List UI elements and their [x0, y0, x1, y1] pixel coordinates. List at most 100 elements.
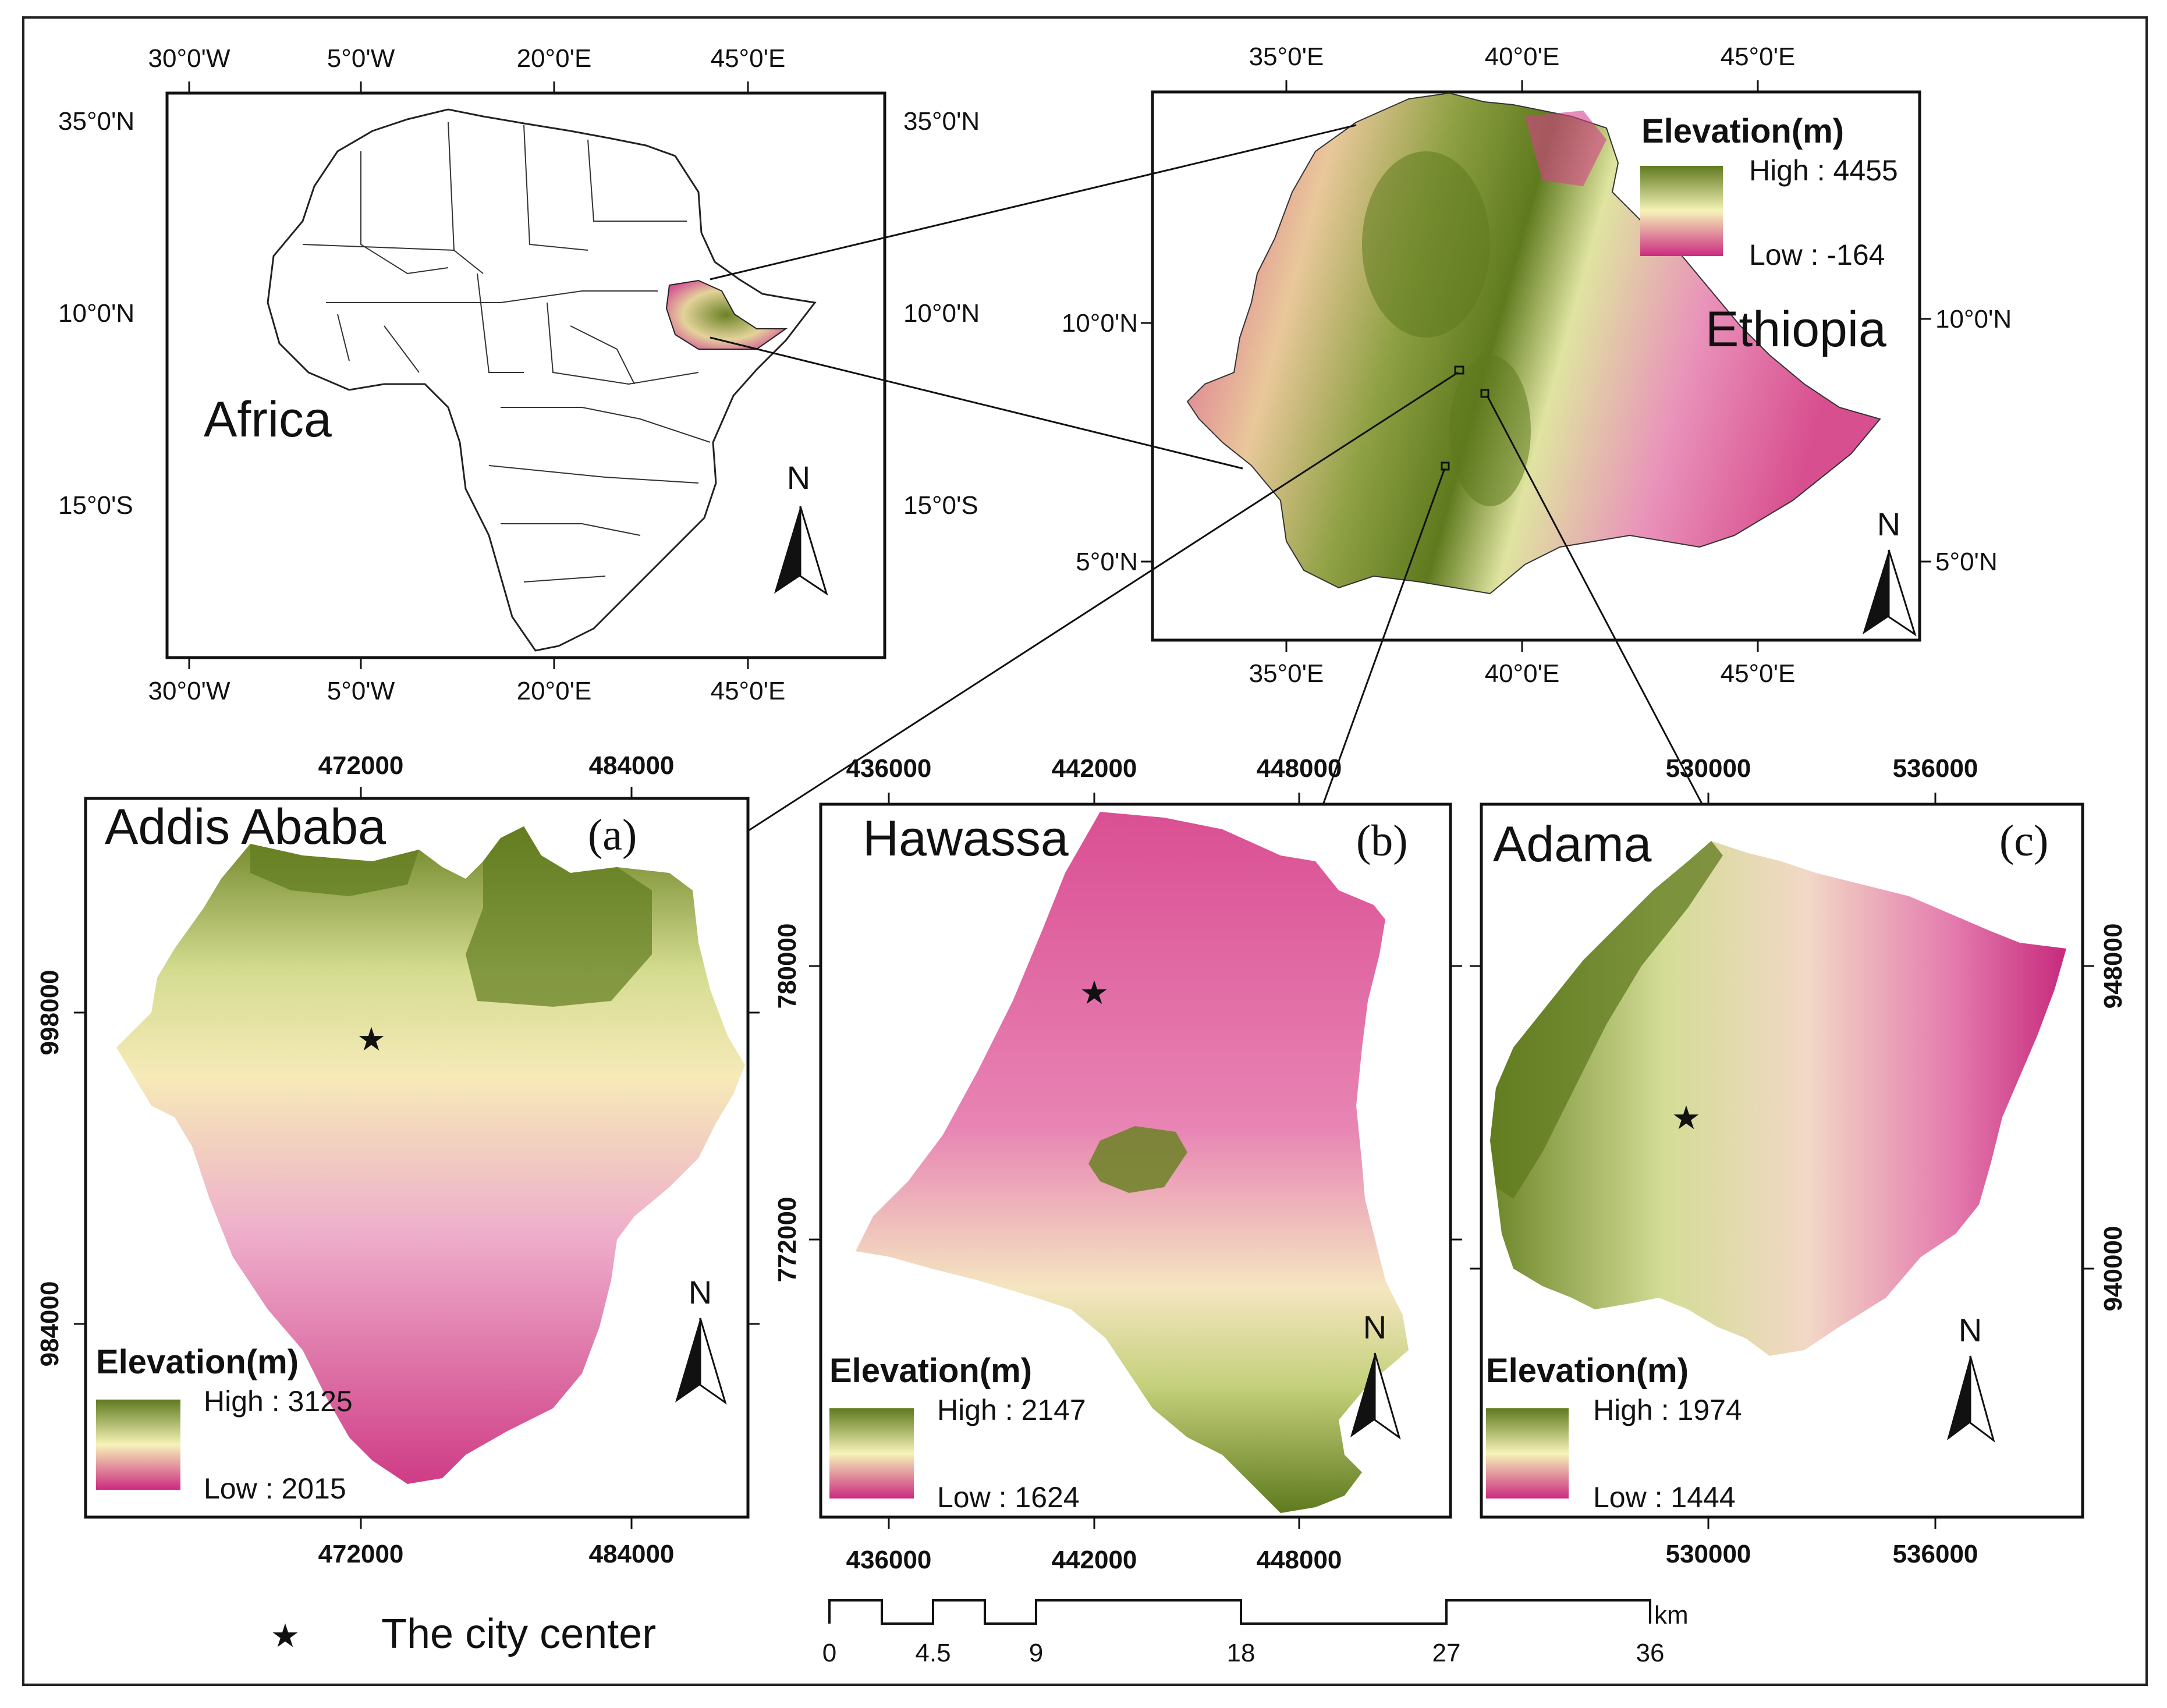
africa-bottom-tick: 45°0'E [711, 677, 786, 705]
hawassa-left-tick: 772000 [773, 1197, 801, 1283]
svg-text:N: N [1363, 1309, 1386, 1345]
ethiopia-panel: 35°0'E 40°0'E 45°0'E 35°0'E 40°0'E 45°0'… [1062, 42, 2012, 688]
africa-continent [267, 108, 817, 652]
legend-title: Elevation(m) [1486, 1352, 1689, 1390]
adama-top-tick: 536000 [1893, 754, 1978, 783]
scale-label: 4.5 [915, 1639, 950, 1667]
hawassa-bottom-tick: 436000 [846, 1546, 932, 1574]
ethiopia-highlands [1362, 151, 1531, 506]
hawassa-top-tick: 436000 [846, 754, 932, 783]
ethiopia-right-tick: 5°0'N [1935, 548, 1998, 576]
africa-right-tick: 35°0'N [903, 107, 980, 136]
ethiopia-dem [1186, 92, 1881, 595]
ethiopia-legend: Elevation(m) High : 4455 Low : -164 [1640, 112, 1898, 271]
hawassa-panel: ★ 436000 442000 448000 436000 442000 448… [773, 754, 1462, 1574]
hawassa-top-tick: 442000 [1052, 754, 1137, 783]
africa-top-tick: 30°0'W [148, 44, 230, 73]
hawassa-legend: Elevation(m) High : 2147 Low : 1624 [829, 1352, 1086, 1514]
addis-north-arrow: N [675, 1274, 727, 1405]
hawassa-lake-hill [1088, 1126, 1187, 1193]
scale-label: 36 [1636, 1639, 1665, 1667]
ethiopia-left-tick: 10°0'N [1062, 309, 1138, 338]
scale-unit: km [1654, 1601, 1689, 1629]
hawassa-name: Hawassa [863, 811, 1069, 867]
legend-ramp [96, 1400, 180, 1490]
addis-northern-ridges [250, 826, 652, 1007]
ethiopia-bottom-tick: 35°0'E [1249, 659, 1324, 688]
connector-lines [669, 124, 1721, 883]
africa-top-tick: 5°0'W [327, 44, 395, 73]
legend-high: High : 2147 [937, 1394, 1086, 1426]
city-locations [1441, 365, 1489, 471]
ethiopia-danakil [1525, 111, 1606, 186]
adama-western-escarpment [1490, 841, 1723, 1199]
africa-bottom-tick: 20°0'E [517, 677, 592, 705]
addis-ticks [74, 787, 760, 1529]
addis-left-tick: 998000 [36, 970, 64, 1056]
adama-bottom-tick: 536000 [1893, 1540, 1978, 1568]
scale-label: 18 [1227, 1639, 1255, 1667]
legend-title: Elevation(m) [1641, 112, 1844, 150]
africa-north-arrow: N [774, 459, 828, 596]
adama-ticks [1470, 793, 2094, 1529]
adama-bottom-tick: 530000 [1666, 1540, 1751, 1568]
addis-bottom-tick: 484000 [589, 1540, 675, 1568]
adama-letter: (c) [1999, 816, 2048, 865]
adama-right-tick: 948000 [2099, 924, 2127, 1009]
city-center-label: The city center [381, 1611, 656, 1657]
legend-ramp [1486, 1408, 1569, 1499]
africa-right-tick: 15°0'S [903, 491, 978, 520]
ethiopia-top-tick: 45°0'E [1721, 42, 1796, 71]
legend-ramp [829, 1408, 914, 1499]
adama-name: Adama [1493, 816, 1652, 872]
adama-right-tick: 940000 [2099, 1226, 2127, 1312]
svg-text:N: N [1877, 506, 1900, 542]
adama-top-tick: 530000 [1666, 754, 1751, 783]
hawassa-north-arrow: N [1350, 1309, 1401, 1440]
hawassa-bottom-tick: 442000 [1052, 1546, 1137, 1574]
addis-top-tick: 484000 [589, 751, 675, 780]
africa-left-tick: 10°0'N [58, 299, 134, 328]
hawassa-top-tick: 448000 [1257, 754, 1342, 783]
africa-ticks [188, 81, 749, 669]
ethiopia-bottom-tick: 45°0'E [1721, 659, 1796, 688]
africa-panel: 30°0'W 5°0'W 20°0'E 45°0'E 30°0'W 5°0'W … [58, 44, 980, 705]
addis-top-tick: 472000 [318, 751, 404, 780]
africa-left-tick: 35°0'N [58, 107, 134, 136]
legend-title: Elevation(m) [96, 1343, 299, 1381]
legend-low: Low : -164 [1749, 239, 1885, 271]
hawassa-letter: (b) [1356, 816, 1408, 865]
hawassa-bottom-tick: 448000 [1257, 1546, 1342, 1574]
africa-ethiopia-highlight [665, 279, 788, 350]
scale-bar: 0 4.5 9 18 27 36 km [822, 1599, 1689, 1667]
africa-top-tick: 45°0'E [711, 44, 786, 73]
ethiopia-north-arrow: N [1863, 506, 1917, 637]
legend-low: Low : 1624 [937, 1481, 1080, 1514]
scale-label: 27 [1432, 1639, 1461, 1667]
svg-text:N: N [787, 459, 810, 496]
adama-panel: ★ 530000 536000 530000 536000 948000 940… [1470, 754, 2127, 1568]
city-center-star-icon: ★ [271, 1617, 300, 1655]
legend-ramp [1640, 166, 1723, 256]
city-center-legend: ★ The city center [271, 1611, 656, 1657]
legend-low: Low : 2015 [204, 1472, 346, 1505]
scale-label: 0 [822, 1639, 836, 1667]
addis-panel: ★ 472000 484000 472000 484000 998000 984… [36, 751, 760, 1568]
ethiopia-top-tick: 35°0'E [1249, 42, 1324, 71]
adama-legend: Elevation(m) High : 1974 Low : 1444 [1486, 1352, 1742, 1514]
svg-text:N: N [689, 1274, 712, 1311]
adama-city-center-star: ★ [1672, 1099, 1701, 1137]
addis-letter: (a) [588, 811, 637, 860]
hawassa-ticks [809, 793, 1462, 1529]
addis-left-tick: 984000 [36, 1281, 64, 1367]
hawassa-city-center-star: ★ [1080, 974, 1109, 1012]
africa-bottom-tick: 30°0'W [148, 677, 230, 705]
africa-bottom-tick: 5°0'W [327, 677, 395, 705]
legend-high: High : 1974 [1593, 1394, 1742, 1426]
ethiopia-bottom-tick: 40°0'E [1485, 659, 1560, 688]
svg-text:N: N [1959, 1312, 1982, 1348]
ethiopia-left-tick: 5°0'N [1076, 548, 1138, 576]
africa-top-tick: 20°0'E [517, 44, 592, 73]
addis-legend: Elevation(m) High : 3125 Low : 2015 [96, 1343, 353, 1505]
